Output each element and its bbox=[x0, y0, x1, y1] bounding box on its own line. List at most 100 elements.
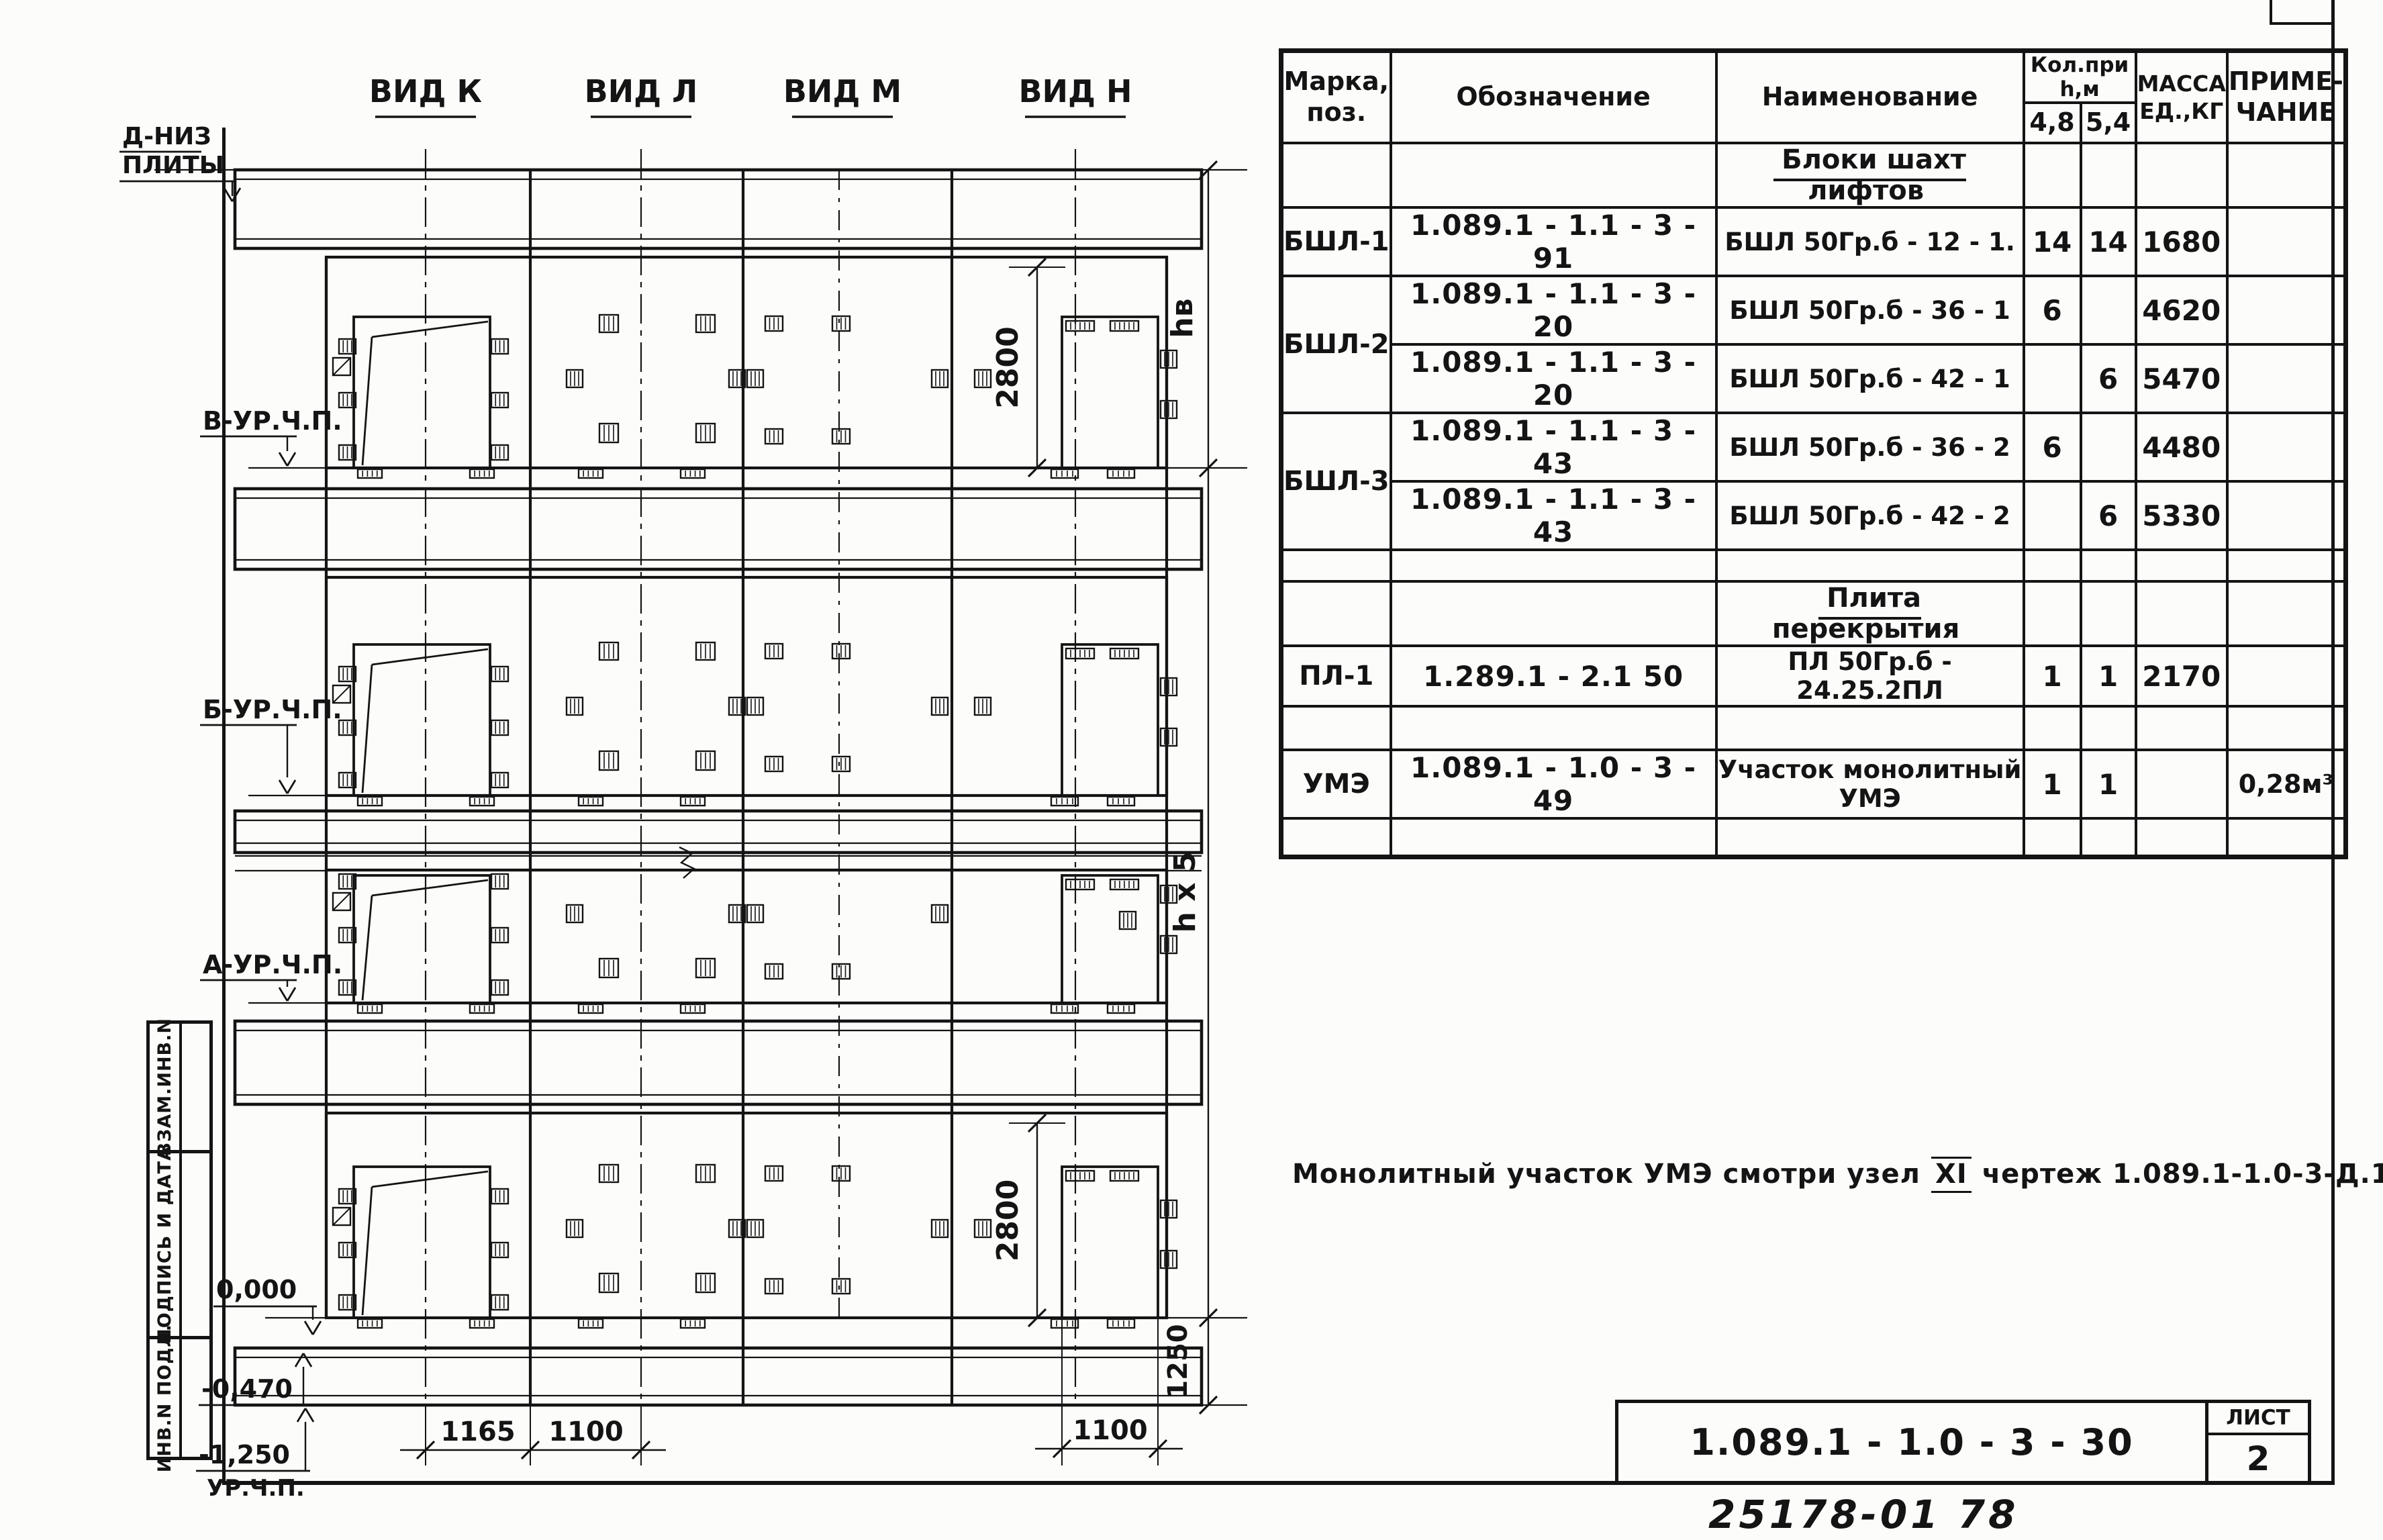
level-label: УР.Ч.П. bbox=[207, 1475, 305, 1502]
cell-marka: ПЛ-1 bbox=[1279, 644, 1392, 708]
title-block: 1.089.1 - 1.0 - 3 - 30 ЛИСТ 2 bbox=[1615, 1400, 2311, 1485]
table-cell bbox=[1279, 817, 1392, 858]
col-header-oboznachenie: Обозначение bbox=[1389, 49, 1718, 144]
table-subheader-row: 4,8 5,4 bbox=[1281, 101, 2346, 144]
cell-qty-48: 14 bbox=[2022, 206, 2082, 277]
table-cell bbox=[2134, 817, 2229, 858]
table-cell bbox=[1714, 548, 2025, 583]
cell-naimenovanie: БШЛ 50Гр.б - 42 - 1 bbox=[1714, 343, 2025, 414]
level-label: -0,470 bbox=[201, 1374, 293, 1404]
table-cell bbox=[2225, 580, 2347, 647]
section-cell: Блоки шахт лифтов bbox=[1714, 142, 2025, 209]
sheet-number-box: ЛИСТ 2 bbox=[2208, 1403, 2308, 1482]
table-cell bbox=[2225, 705, 2347, 751]
frame-corner-line bbox=[2270, 22, 2335, 25]
cell-qty-54: 14 bbox=[2079, 206, 2137, 277]
cell-naimenovanie: БШЛ 50Гр.б - 36 - 2 bbox=[1714, 412, 2025, 483]
table-cell bbox=[2134, 548, 2229, 583]
document-number: 1.089.1 - 1.0 - 3 - 30 bbox=[1618, 1403, 2208, 1482]
dimension-label: 2800 bbox=[991, 326, 1025, 408]
cell-qty-48: 6 bbox=[2022, 275, 2082, 346]
dimension-label: 1100 bbox=[1073, 1415, 1147, 1446]
col-header-marka: Марка, поз. bbox=[1279, 49, 1392, 144]
level-label: В-УР.Ч.П. bbox=[203, 406, 342, 436]
dimension-label: hв bbox=[1165, 298, 1200, 338]
cell-massa: 5330 bbox=[2134, 480, 2229, 551]
cell-marka: УМЭ bbox=[1279, 749, 1392, 820]
view-title: ВИД К bbox=[369, 73, 482, 109]
table-cell bbox=[2022, 817, 2082, 858]
table-cell bbox=[2022, 548, 2082, 583]
stamp-cell: ИНВ.N ПОДЛ. bbox=[150, 1324, 209, 1472]
table-cell bbox=[2022, 142, 2082, 209]
cell-qty-54: 1 bbox=[2079, 644, 2137, 708]
cell-massa bbox=[2134, 749, 2229, 820]
view-title: ВИД М bbox=[783, 73, 902, 109]
cell-massa: 4480 bbox=[2134, 412, 2229, 483]
cell-oboznachenie: 1.289.1 - 2.1 50 bbox=[1389, 644, 1718, 708]
monolith-note: Монолитный участок УМЭ смотри узел XI черт… bbox=[1292, 1157, 2383, 1193]
note-text: чертеж 1.089.1-1.0-3-Д.1 bbox=[1982, 1159, 2383, 1190]
table-cell bbox=[2022, 580, 2082, 647]
cell-naimenovanie: Участок монолитный УМЭ bbox=[1714, 749, 2025, 820]
cell-oboznachenie: 1.089.1 - 1.1 - 3 - 20 bbox=[1389, 343, 1718, 414]
stamp-label-cell: ИНВ.N ПОДЛ. bbox=[150, 1324, 182, 1472]
table-cell bbox=[1389, 142, 1718, 209]
spec-row: БШЛ-2 1.089.1 - 1.1 - 3 - 20 БШЛ 50Гр.б - … bbox=[1279, 275, 2347, 414]
sheet-label: ЛИСТ bbox=[2208, 1403, 2308, 1435]
cell-primechanie bbox=[2225, 206, 2347, 277]
cell-naimenovanie: БШЛ 50Гр.б - 42 - 2 bbox=[1714, 480, 2025, 551]
empty-row bbox=[1279, 548, 2347, 583]
cell-oboznachenie: 1.089.1 - 1.1 - 3 - 91 bbox=[1389, 206, 1718, 277]
table-cell bbox=[2225, 142, 2347, 209]
table-cell bbox=[2134, 705, 2229, 751]
table-cell bbox=[1714, 817, 2025, 858]
cell-qty-48: 6 bbox=[2022, 412, 2082, 483]
stamp-empty-cell bbox=[182, 1024, 209, 1150]
table-cell bbox=[2079, 817, 2137, 858]
cell-oboznachenie: 1.089.1 - 1.1 - 3 - 20 bbox=[1389, 275, 1718, 346]
table-cell bbox=[1279, 142, 1392, 209]
cell-qty-54 bbox=[2079, 275, 2137, 346]
cell-massa: 5470 bbox=[2134, 343, 2229, 414]
table-cell bbox=[2134, 142, 2229, 209]
section-row: Блоки шахт лифтов bbox=[1279, 142, 2347, 209]
dimension-label: 1250 bbox=[1163, 1324, 1194, 1398]
stamp-label: ИНВ.N ПОДЛ. bbox=[154, 1323, 175, 1473]
cell-marka: БШЛ-2 bbox=[1279, 275, 1392, 414]
stamp-empty-cell bbox=[182, 1339, 209, 1457]
table-cell bbox=[2079, 705, 2137, 751]
cell-oboznachenie: 1.089.1 - 1.0 - 3 - 49 bbox=[1389, 749, 1718, 820]
table-cell bbox=[2079, 580, 2137, 647]
cell-qty-54: 1 bbox=[2079, 749, 2137, 820]
stamp-label: ПОДПИСЬ И ДАТА bbox=[154, 1145, 175, 1344]
cell-qty-48 bbox=[2022, 480, 2082, 551]
col-header-massa: МАССА ЕД.,КГ bbox=[2134, 49, 2229, 144]
level-label: 0,000 bbox=[216, 1275, 297, 1304]
table-cell bbox=[2022, 705, 2082, 751]
cell-qty-54: 6 bbox=[2079, 480, 2137, 551]
table-cell bbox=[1389, 548, 1718, 583]
cell-marka: БШЛ-1 bbox=[1279, 206, 1392, 277]
stamp-cell: ПОДПИСЬ И ДАТА bbox=[150, 1146, 209, 1343]
cell-primechanie: 0,28м³ bbox=[2225, 749, 2347, 820]
spec-row: УМЭ 1.089.1 - 1.0 - 3 - 49 Участок монолит… bbox=[1279, 749, 2347, 820]
level-label: Д-НИЗ bbox=[122, 123, 211, 150]
cell-primechanie bbox=[2225, 644, 2347, 708]
frame-corner-line bbox=[2270, 0, 2272, 25]
spec-row: 1.089.1 - 1.1 - 3 - 20 БШЛ 50Гр.б - 42 - … bbox=[1281, 343, 2347, 414]
section-cell: Плита перекрытия bbox=[1714, 580, 2025, 647]
spec-row: 1.089.1 - 1.1 - 3 - 43 БШЛ 50Гр.б - 42 - … bbox=[1281, 480, 2347, 551]
spec-row: БШЛ-3 1.089.1 - 1.1 - 3 - 43 БШЛ 50Гр.б - … bbox=[1279, 412, 2347, 551]
cell-massa: 1680 bbox=[2134, 206, 2229, 277]
cell-qty-48: 1 bbox=[2022, 749, 2082, 820]
cell-qty-48: 1 bbox=[2022, 644, 2082, 708]
cell-massa: 2170 bbox=[2134, 644, 2229, 708]
cell-primechanie bbox=[2225, 275, 2347, 346]
cell-qty-54: 6 bbox=[2079, 343, 2137, 414]
stamp-empty-cell bbox=[182, 1153, 209, 1336]
frame-left-line bbox=[222, 128, 226, 1484]
col-header-primechanie: ПРИМЕ- ЧАНИЕ bbox=[2225, 49, 2347, 144]
